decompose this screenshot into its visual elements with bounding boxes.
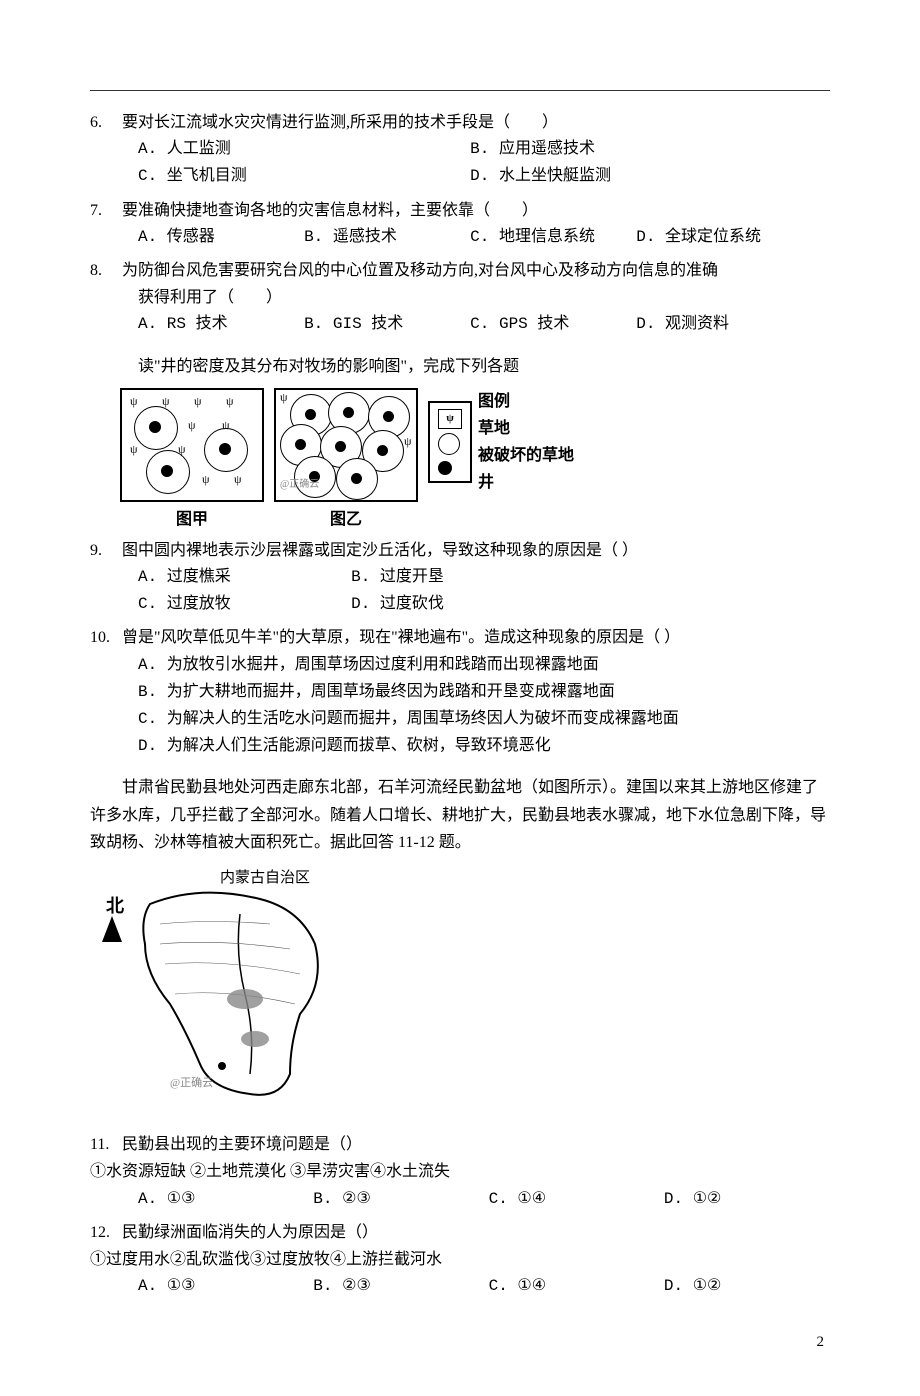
diagram-b-wrap: ψ ψ @正确云 图乙 — [274, 388, 418, 533]
q12-options: A. ①③ B. ②③ C. ①④ D. ①② — [90, 1273, 830, 1300]
q9-number: 9. — [90, 537, 118, 564]
q11-stem: 民勤县出现的主要环境问题是（） — [122, 1136, 362, 1153]
q6-opt-d: D. 水上坐快艇监测 — [470, 163, 802, 190]
q12-stem: 民勤绿洲面临消失的人为原因是（） — [122, 1224, 378, 1241]
q6-opt-c: C. 坐飞机目测 — [138, 163, 470, 190]
q8-opt-c: C. GPS 技术 — [470, 311, 636, 338]
diagram-a-caption: 图甲 — [120, 506, 264, 533]
q10-stem: 曾是"风吹草低见牛羊"的大草原，现在"裸地遍布"。造成这种现象的原因是（ ） — [122, 629, 680, 646]
q7-opt-b: B. 遥感技术 — [304, 224, 470, 251]
legend-grass: 草地 — [478, 415, 574, 442]
map-north-label: 北 — [106, 896, 124, 916]
reservoir-1 — [227, 989, 263, 1009]
reservoir-2 — [241, 1031, 269, 1047]
watermark-text: @正确云 — [280, 480, 319, 490]
legend-labels: 图例 草地 被破坏的草地 井 — [478, 388, 574, 497]
q6-stem: 要对长江流域水灾灾情进行监测,所采用的技术手段是（ ） — [122, 114, 558, 131]
question-6: 6. 要对长江流域水灾灾情进行监测,所采用的技术手段是（ ） A. 人工监测 B… — [90, 109, 830, 191]
question-8: 8. 为防御台风危害要研究台风的中心位置及移动方向,对台风中心及移动方向信息的准… — [90, 257, 830, 339]
q7-opt-a: A. 传感器 — [138, 224, 304, 251]
q10-opt-b: B. 为扩大耕地而掘井，周围草场最终因为践踏和开垦变成裸露地面 — [138, 679, 830, 706]
q7-stem: 要准确快捷地查询各地的灾害信息材料，主要依靠（ ） — [122, 202, 538, 219]
diagram-b: ψ ψ @正确云 — [274, 388, 418, 502]
q7-opt-d: D. 全球定位系统 — [636, 224, 802, 251]
legend-well: 井 — [478, 469, 574, 496]
legend-destroyed: 被破坏的草地 — [478, 442, 574, 469]
q11-opt-c: C. ①④ — [489, 1186, 655, 1213]
q10-opt-c: C. 为解决人的生活吃水问题而掘井，周围草场终因人为破坏而变成裸露地面 — [138, 706, 830, 733]
north-arrow-icon — [102, 916, 122, 942]
question-9: 9. 图中圆内裸地表示沙层裸露或固定沙丘活化，导致这种现象的原因是（ ） A. … — [90, 537, 830, 619]
q10-options: A. 为放牧引水掘井，周围草场因过度利用和践踏而出现裸露地面 B. 为扩大耕地而… — [90, 652, 830, 761]
diagram-b-caption: 图乙 — [274, 506, 418, 533]
q8-options: A. RS 技术 B. GIS 技术 C. GPS 技术 D. 观测资料 — [90, 311, 830, 338]
q12-opt-d: D. ①② — [664, 1273, 830, 1300]
question-11: 11. 民勤县出现的主要环境问题是（） ①水资源短缺 ②土地荒漠化 ③旱涝灾害④… — [90, 1131, 830, 1213]
legend-title: 图例 — [478, 388, 574, 415]
question-7: 7. 要准确快捷地查询各地的灾害信息材料，主要依靠（ ） A. 传感器 B. 遥… — [90, 197, 830, 251]
q8-opt-a: A. RS 技术 — [138, 311, 304, 338]
q12-opt-b: B. ②③ — [313, 1273, 479, 1300]
q12-opt-a: A. ①③ — [138, 1273, 304, 1300]
q6-number: 6. — [90, 109, 118, 136]
q12-sub: ①过度用水②乱砍滥伐③过度放牧④上游拦截河水 — [90, 1246, 830, 1273]
q10-number: 10. — [90, 624, 118, 651]
header-rule — [90, 90, 830, 91]
q11-opt-a: A. ①③ — [138, 1186, 304, 1213]
q8-opt-d: D. 观测资料 — [636, 311, 802, 338]
map-hatch — [160, 921, 300, 1004]
map-watermark: @正确云 — [170, 1076, 213, 1089]
q11-sub: ①水资源短缺 ②土地荒漠化 ③旱涝灾害④水土流失 — [90, 1158, 830, 1185]
q10-opt-d: D. 为解决人们生活能源问题而拔草、砍树，导致环境恶化 — [138, 733, 830, 760]
q12-opt-c: C. ①④ — [489, 1273, 655, 1300]
q11-number: 11. — [90, 1131, 118, 1158]
q7-options: A. 传感器 B. 遥感技术 C. 地理信息系统 D. 全球定位系统 — [90, 224, 830, 251]
q6-options: A. 人工监测 B. 应用遥感技术 C. 坐飞机目测 D. 水上坐快艇监测 — [90, 136, 830, 190]
passage-minqin: 甘肃省民勤县地处河西走廊东北部，石羊河流经民勤盆地（如图所示）。建国以来其上游地… — [90, 774, 830, 856]
q11-opt-b: B. ②③ — [313, 1186, 479, 1213]
q8-number: 8. — [90, 257, 118, 284]
q12-number: 12. — [90, 1219, 118, 1246]
q9-stem: 图中圆内裸地表示沙层裸露或固定沙丘活化，导致这种现象的原因是（ ） — [122, 542, 638, 559]
passage-well-diagram: 读"井的密度及其分布对牧场的影响图"，完成下列各题 — [90, 353, 830, 380]
q9-opt-d: D. 过度砍伐 — [351, 591, 564, 618]
q8-stem-line1: 为防御台风危害要研究台风的中心位置及移动方向,对台风中心及移动方向信息的准确 — [122, 262, 718, 279]
q11-options: A. ①③ B. ②③ C. ①④ D. ①② — [90, 1186, 830, 1213]
q9-opt-c: C. 过度放牧 — [138, 591, 351, 618]
q10-opt-a: A. 为放牧引水掘井，周围草场因过度利用和践踏而出现裸露地面 — [138, 652, 830, 679]
city-marker — [218, 1062, 226, 1070]
map-figure: 内蒙古自治区 北 @正确云 — [90, 864, 830, 1123]
q8-stem-line2: 获得利用了（ ） — [90, 284, 830, 311]
q7-number: 7. — [90, 197, 118, 224]
page-number: 2 — [90, 1330, 830, 1356]
q9-opt-b: B. 过度开垦 — [351, 564, 564, 591]
q6-opt-a: A. 人工监测 — [138, 136, 470, 163]
question-10: 10. 曾是"风吹草低见牛羊"的大草原，现在"裸地遍布"。造成这种现象的原因是（… — [90, 624, 830, 760]
well-density-figure: ψψψψ ψψ ψψ ψψ 图甲 ψ ψ @正 — [90, 388, 830, 533]
q6-opt-b: B. 应用遥感技术 — [470, 136, 802, 163]
diagram-a-wrap: ψψψψ ψψ ψψ ψψ 图甲 — [120, 388, 264, 533]
legend-box: ψ — [428, 401, 472, 483]
q7-opt-c: C. 地理信息系统 — [470, 224, 636, 251]
q11-opt-d: D. ①② — [664, 1186, 830, 1213]
map-region-label: 内蒙古自治区 — [220, 869, 310, 886]
legend-wrap: ψ 图例 草地 被破坏的草地 井 — [428, 388, 574, 497]
minqin-map-svg: 内蒙古自治区 北 @正确云 — [90, 864, 380, 1114]
q8-opt-b: B. GIS 技术 — [304, 311, 470, 338]
q9-opt-a: A. 过度樵采 — [138, 564, 351, 591]
question-12: 12. 民勤绿洲面临消失的人为原因是（） ①过度用水②乱砍滥伐③过度放牧④上游拦… — [90, 1219, 830, 1301]
q9-options: A. 过度樵采 B. 过度开垦 C. 过度放牧 D. 过度砍伐 — [90, 564, 582, 618]
exam-page: 6. 要对长江流域水灾灾情进行监测,所采用的技术手段是（ ） A. 人工监测 B… — [0, 0, 920, 1396]
diagram-a: ψψψψ ψψ ψψ ψψ — [120, 388, 264, 502]
